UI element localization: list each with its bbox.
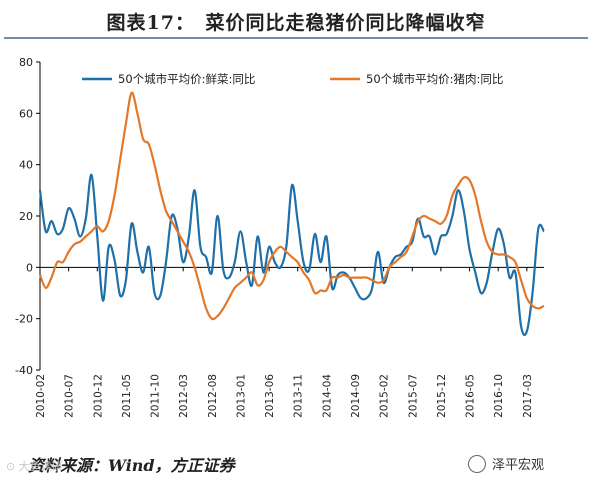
x-tick-label: 2012-08 bbox=[207, 374, 219, 418]
x-tick-label: 2014-09 bbox=[350, 374, 362, 418]
x-tick-label: 2010-02 bbox=[35, 374, 47, 418]
y-tick-label: 60 bbox=[19, 107, 33, 120]
legend-label: 50个城市平均价:猪肉:同比 bbox=[366, 72, 503, 86]
title-divider bbox=[4, 37, 588, 39]
x-tick-label: 2016-05 bbox=[465, 374, 477, 418]
y-tick-label: -40 bbox=[15, 364, 33, 377]
publisher-badge: 泽平宏观 bbox=[468, 454, 544, 473]
source-note: 资料来源：Wind，方正证券 bbox=[28, 456, 235, 475]
pork-series-line bbox=[38, 91, 545, 321]
legend-label: 50个城市平均价:鲜菜:同比 bbox=[118, 72, 255, 86]
wechat-icon bbox=[468, 455, 486, 473]
x-tick-label: 2015-07 bbox=[407, 374, 419, 418]
x-tick-label: 2013-06 bbox=[264, 374, 276, 418]
x-tick-label: 2017-03 bbox=[522, 374, 534, 418]
x-tick-label: 2015-12 bbox=[436, 374, 448, 418]
x-tick-label: 2010-07 bbox=[64, 374, 76, 418]
publisher-name: 泽平宏观 bbox=[492, 458, 545, 473]
x-tick-label: 2011-10 bbox=[150, 374, 162, 418]
x-tick-label: 2012-03 bbox=[178, 374, 190, 418]
x-tick-label: 2010-12 bbox=[92, 374, 104, 418]
x-tick-label: 2013-01 bbox=[235, 374, 247, 418]
y-tick-label: 20 bbox=[19, 210, 33, 223]
x-tick-label: 2015-02 bbox=[379, 374, 391, 418]
y-tick-label: -20 bbox=[15, 313, 33, 326]
y-tick-label: 80 bbox=[19, 56, 33, 69]
x-tick-label: 2016-10 bbox=[493, 374, 505, 418]
watermark: ⊙ 大鱼读研 bbox=[6, 460, 63, 473]
y-tick-label: 40 bbox=[19, 159, 33, 172]
x-tick-label: 2014-04 bbox=[321, 374, 333, 418]
page-title: 图表17： 菜价同比走稳猪价同比降幅收窄 bbox=[106, 12, 486, 34]
x-tick-label: 2011-05 bbox=[121, 374, 133, 418]
x-tick-label: 2013-11 bbox=[293, 374, 305, 418]
line-chart: -40 -20 0 20 40 60 80 2010-02 2010-07 2010-12 201… bbox=[15, 56, 545, 418]
y-tick-label: 0 bbox=[26, 261, 33, 274]
vegetables-series-line bbox=[38, 173, 545, 337]
